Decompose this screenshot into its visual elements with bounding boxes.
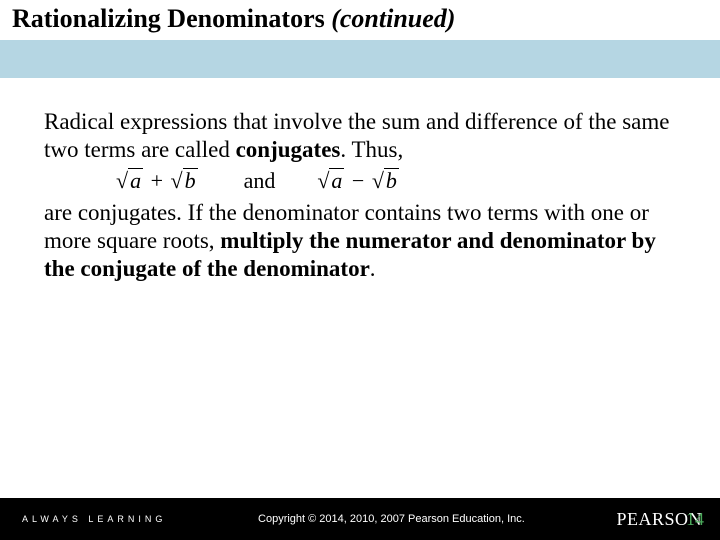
math-expressions-line: √a + √b and √a − √b [44, 164, 686, 199]
body-content: Radical expressions that involve the sum… [0, 78, 720, 283]
copyright-text: Copyright © 2014, 2010, 2007 Pearson Edu… [166, 513, 616, 525]
page-number: 14 [686, 509, 704, 530]
title-main: Rationalizing Denominators [12, 4, 325, 33]
page-title: Rationalizing Denominators (continued) [12, 4, 455, 33]
and-word: and [222, 168, 294, 195]
expr1-right: b [183, 168, 198, 192]
expr1-left: a [128, 168, 143, 192]
title-suffix: (continued) [331, 4, 455, 33]
outro-b: . [370, 256, 376, 281]
intro-paragraph: Radical expressions that involve the sum… [44, 108, 686, 164]
outro-paragraph: are conjugates. If the denominator conta… [44, 199, 686, 283]
title-accent-band [0, 40, 720, 78]
always-learning-text: ALWAYS LEARNING [0, 514, 166, 524]
expression-sum: √a + √b [116, 168, 198, 195]
footer-bar: ALWAYS LEARNING Copyright © 2014, 2010, … [0, 498, 720, 540]
expr1-op: + [149, 168, 165, 193]
expr2-left: a [329, 168, 344, 192]
expr2-right: b [384, 168, 399, 192]
expr2-op: − [350, 168, 366, 193]
conjugates-bold: conjugates [236, 137, 341, 162]
pearson-logo-text: PEARSON [616, 509, 720, 530]
title-bar: Rationalizing Denominators (continued) [0, 0, 720, 40]
after-conjugates: . Thus, [340, 137, 403, 162]
expression-difference: √a − √b [317, 168, 399, 195]
